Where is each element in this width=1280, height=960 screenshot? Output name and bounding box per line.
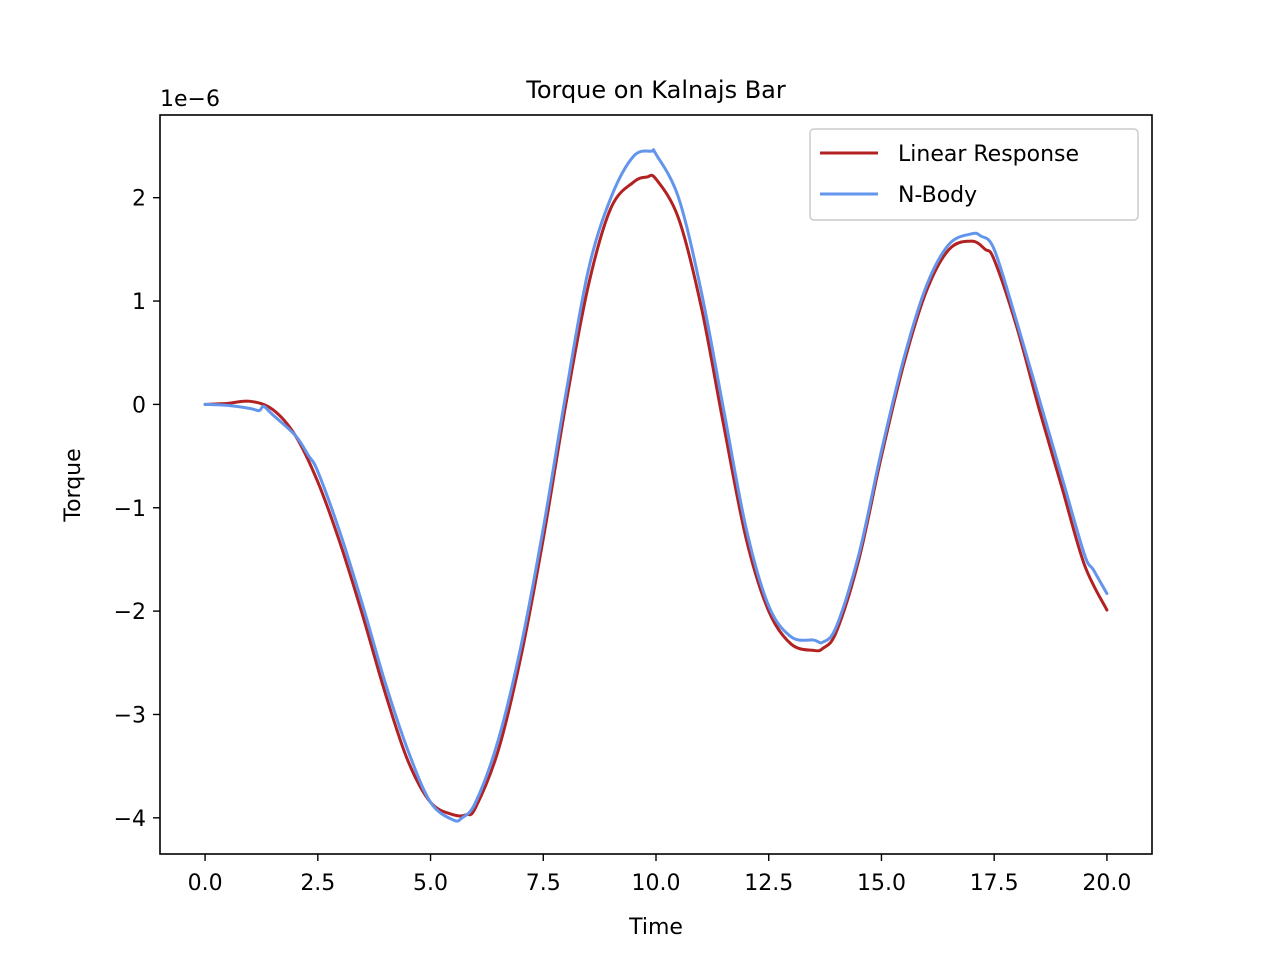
x-axis: 0.0 2.5 5.0 7.5 10.0 12.5 15.0 17.5 20.0 — [188, 854, 1131, 896]
series-line-n-body — [203, 148, 1109, 823]
x-tick-label: 0.0 — [188, 871, 223, 896]
x-tick-label: 2.5 — [300, 871, 335, 896]
legend: Linear Response N-Body — [809, 128, 1139, 221]
x-axis-label: Time — [628, 915, 683, 940]
legend-box — [809, 128, 1139, 221]
y-axis-label: Torque — [61, 448, 86, 522]
series-group — [203, 148, 1109, 823]
x-tick-label: 5.0 — [413, 871, 448, 896]
y-tick-label: 2 — [132, 187, 146, 212]
y-axis: −4 −3 −2 −1 0 1 2 — [114, 187, 160, 832]
y-tick-label: 0 — [132, 393, 146, 418]
y-tick-label: −4 — [114, 807, 146, 832]
y-tick-label: 1 — [132, 290, 146, 315]
legend-label-n-body: N-Body — [898, 183, 977, 208]
chart-title: Torque on Kalnajs Bar — [525, 76, 786, 104]
y-offset-label: 1e−6 — [160, 87, 220, 112]
legend-label-linear-response: Linear Response — [898, 142, 1079, 167]
y-tick-label: −1 — [114, 497, 146, 522]
x-tick-label: 7.5 — [526, 871, 561, 896]
x-tick-label: 12.5 — [744, 871, 793, 896]
x-tick-label: 20.0 — [1082, 871, 1131, 896]
y-tick-label: −3 — [114, 703, 146, 728]
x-tick-label: 17.5 — [970, 871, 1019, 896]
y-tick-label: −2 — [114, 600, 146, 625]
series-line-linear-response — [203, 173, 1109, 818]
x-tick-label: 10.0 — [632, 871, 681, 896]
x-tick-label: 15.0 — [857, 871, 906, 896]
